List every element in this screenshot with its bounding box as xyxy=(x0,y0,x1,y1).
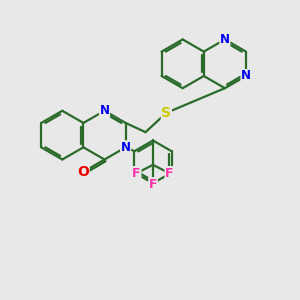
Text: N: N xyxy=(241,70,251,83)
Text: O: O xyxy=(77,165,89,179)
Text: N: N xyxy=(220,33,230,46)
Text: F: F xyxy=(149,178,157,191)
Text: N: N xyxy=(100,104,110,117)
Text: S: S xyxy=(161,106,171,120)
Text: F: F xyxy=(132,167,141,180)
Text: N: N xyxy=(121,141,130,154)
Text: F: F xyxy=(165,167,174,180)
